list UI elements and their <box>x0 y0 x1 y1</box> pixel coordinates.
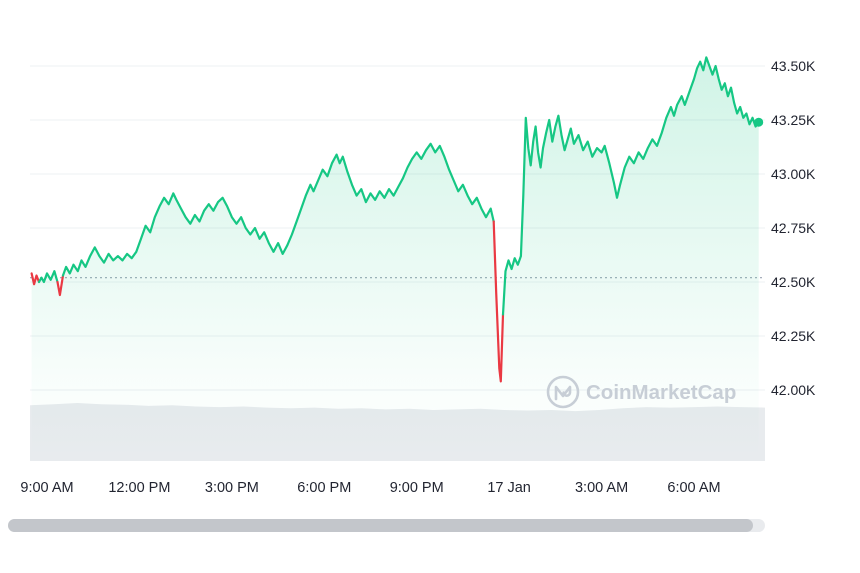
last-price-dot <box>754 117 764 127</box>
x-tick-label: 3:00 PM <box>205 480 259 496</box>
chart-scrollbar-thumb[interactable] <box>8 519 753 532</box>
price-area-fill <box>31 57 759 461</box>
x-tick-label: 17 Jan <box>487 480 531 496</box>
price-line <box>30 272 41 286</box>
x-tick-label: 6:00 AM <box>667 480 720 496</box>
y-tick-label: 43.00K <box>771 166 816 182</box>
y-tick-label: 43.50K <box>771 58 816 74</box>
price-chart-canvas[interactable]: 43.50K 43.25K 43.00K 42.75K 42.50K 42.25K 42.0… <box>0 0 860 505</box>
watermark-text: CoinMarketCap <box>586 381 736 404</box>
price-line <box>37 270 59 284</box>
y-tick-label: 43.25K <box>771 112 816 128</box>
x-tick-label: 12:00 PM <box>108 480 170 496</box>
price-line <box>56 274 65 297</box>
price-line <box>492 220 505 383</box>
x-tick-label: 9:00 AM <box>20 480 73 496</box>
coinmarketcap-watermark: CoinMarketCap <box>546 375 736 409</box>
coinmarketcap-logo-icon <box>546 375 580 409</box>
y-tick-label: 42.75K <box>771 220 816 236</box>
x-tick-label: 6:00 PM <box>297 480 351 496</box>
y-tick-label: 42.00K <box>771 382 816 398</box>
y-tick-label: 42.25K <box>771 328 816 344</box>
x-tick-label: 3:00 AM <box>575 480 628 496</box>
price-line <box>501 56 760 316</box>
coinmarketcap-logo-icon <box>554 385 572 401</box>
price-line <box>61 142 495 277</box>
y-tick-label: 42.50K <box>771 274 816 290</box>
x-tick-label: 9:00 PM <box>390 480 444 496</box>
chart-scrollbar-track[interactable] <box>8 519 765 532</box>
